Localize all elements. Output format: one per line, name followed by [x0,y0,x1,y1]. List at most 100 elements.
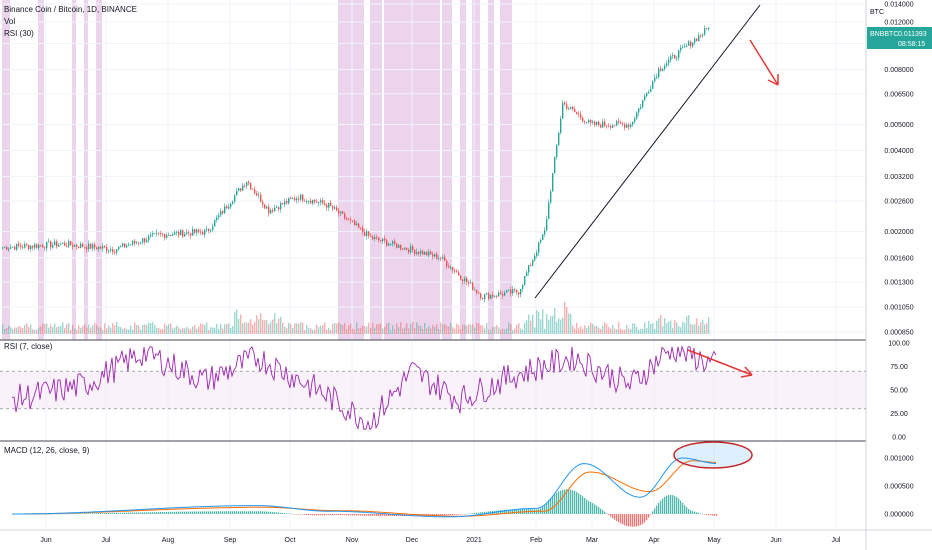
candle-body [136,242,138,244]
volume-bar [388,322,390,334]
volume-bar [658,318,660,334]
candle-layer[interactable] [2,25,710,303]
macd-hist-bar [546,502,548,514]
macd-hist-bar [200,511,202,514]
macd-hist-bar [166,511,168,514]
candle-body [42,245,44,248]
candle-body [50,241,52,248]
volume-bar [276,323,278,334]
volume-bar [494,326,496,334]
macd-hist-bar [64,513,66,515]
macd-hist-bar [116,512,118,514]
candle-body [698,35,700,42]
macd-hist-bar [548,500,550,514]
volume-bar [490,329,492,334]
volume-bar [206,322,208,334]
candle-body [24,244,26,248]
macd-hist-bar [650,514,652,515]
volume-bar [510,324,512,334]
volume-bar [142,324,144,334]
volume-bar [650,323,652,334]
candle-body [214,219,216,227]
macd-hist-bar [230,511,232,514]
macd-hist-bar [324,514,326,516]
volume-bar [284,326,286,334]
trendline[interactable] [534,4,761,299]
volume-bar [664,318,666,334]
candle-body [464,278,466,282]
candle-body [126,245,128,248]
candle-body [530,265,532,267]
macd-hist-bar [88,513,90,514]
candle-body [322,200,324,204]
volume-bar [278,318,280,334]
candle-body [404,247,406,250]
volume-bar [408,328,410,334]
volume-bar [102,329,104,334]
macd-hist-bar [706,514,708,515]
macd-hist-bar [508,509,510,514]
macd-hist-bar [234,511,236,514]
candle-body [640,106,642,109]
macd-hist-bar [380,514,382,516]
candle-body [78,246,80,248]
candle-body [478,292,480,294]
price-arrow[interactable] [749,39,779,86]
volume-bar [90,327,92,334]
macd-hist-bar [684,505,686,514]
candle-body [452,267,454,271]
rsi-line[interactable] [11,345,717,431]
candle-body [546,218,548,231]
macd-hist-bar [516,509,518,514]
volume-bar [694,324,696,334]
candle-body [360,227,362,229]
volume-bar [430,328,432,334]
volume-bar [6,327,8,334]
volume-bar [282,322,284,334]
candle-body [64,242,66,246]
macd-hist-bar [468,513,470,515]
volume-bar [640,328,642,334]
macd-hist-bar [132,512,134,514]
macd-hist-bar [212,511,214,514]
volume-bar [226,323,228,334]
candle-body [388,244,390,246]
macd-hist-bar [628,514,630,527]
macd-hist-bar [716,514,718,516]
macd-hist-bar [600,508,602,514]
price-tick-label: 0.004000 [884,148,913,155]
candle-body [422,251,424,255]
volume-bar [516,324,518,334]
macd-hist-bar [250,511,252,514]
macd-hist-bar [104,513,106,514]
macd-hist-bar [658,502,660,514]
candle-body [2,247,4,249]
macd-line[interactable] [12,457,717,518]
candle-body [456,271,458,273]
volume-bar [288,322,290,334]
volume-bar [412,322,414,334]
volume-bar [292,327,294,334]
volume-bar [268,324,270,334]
candle-body [16,243,18,250]
signal-line[interactable] [12,460,717,517]
macd-hist-bar [552,496,554,514]
macd-hist-bar [224,511,226,514]
macd-hist-bar [474,513,476,514]
volume-bar [544,328,546,334]
candle-body [32,245,34,248]
volume-bar [514,328,516,334]
candle-body [454,270,456,272]
volume-bar [264,319,266,334]
candle-body [372,236,374,240]
candle-body [84,246,86,248]
candle-body [702,34,704,36]
candle-body [88,243,90,250]
rsi-arrow[interactable] [687,349,753,378]
volume-bar [60,325,62,334]
volume-bar [174,327,176,334]
macd-hist-bar [72,513,74,515]
candle-body [498,292,500,297]
volume-bar [444,323,446,334]
macd-highlight-ellipse[interactable] [673,441,753,469]
